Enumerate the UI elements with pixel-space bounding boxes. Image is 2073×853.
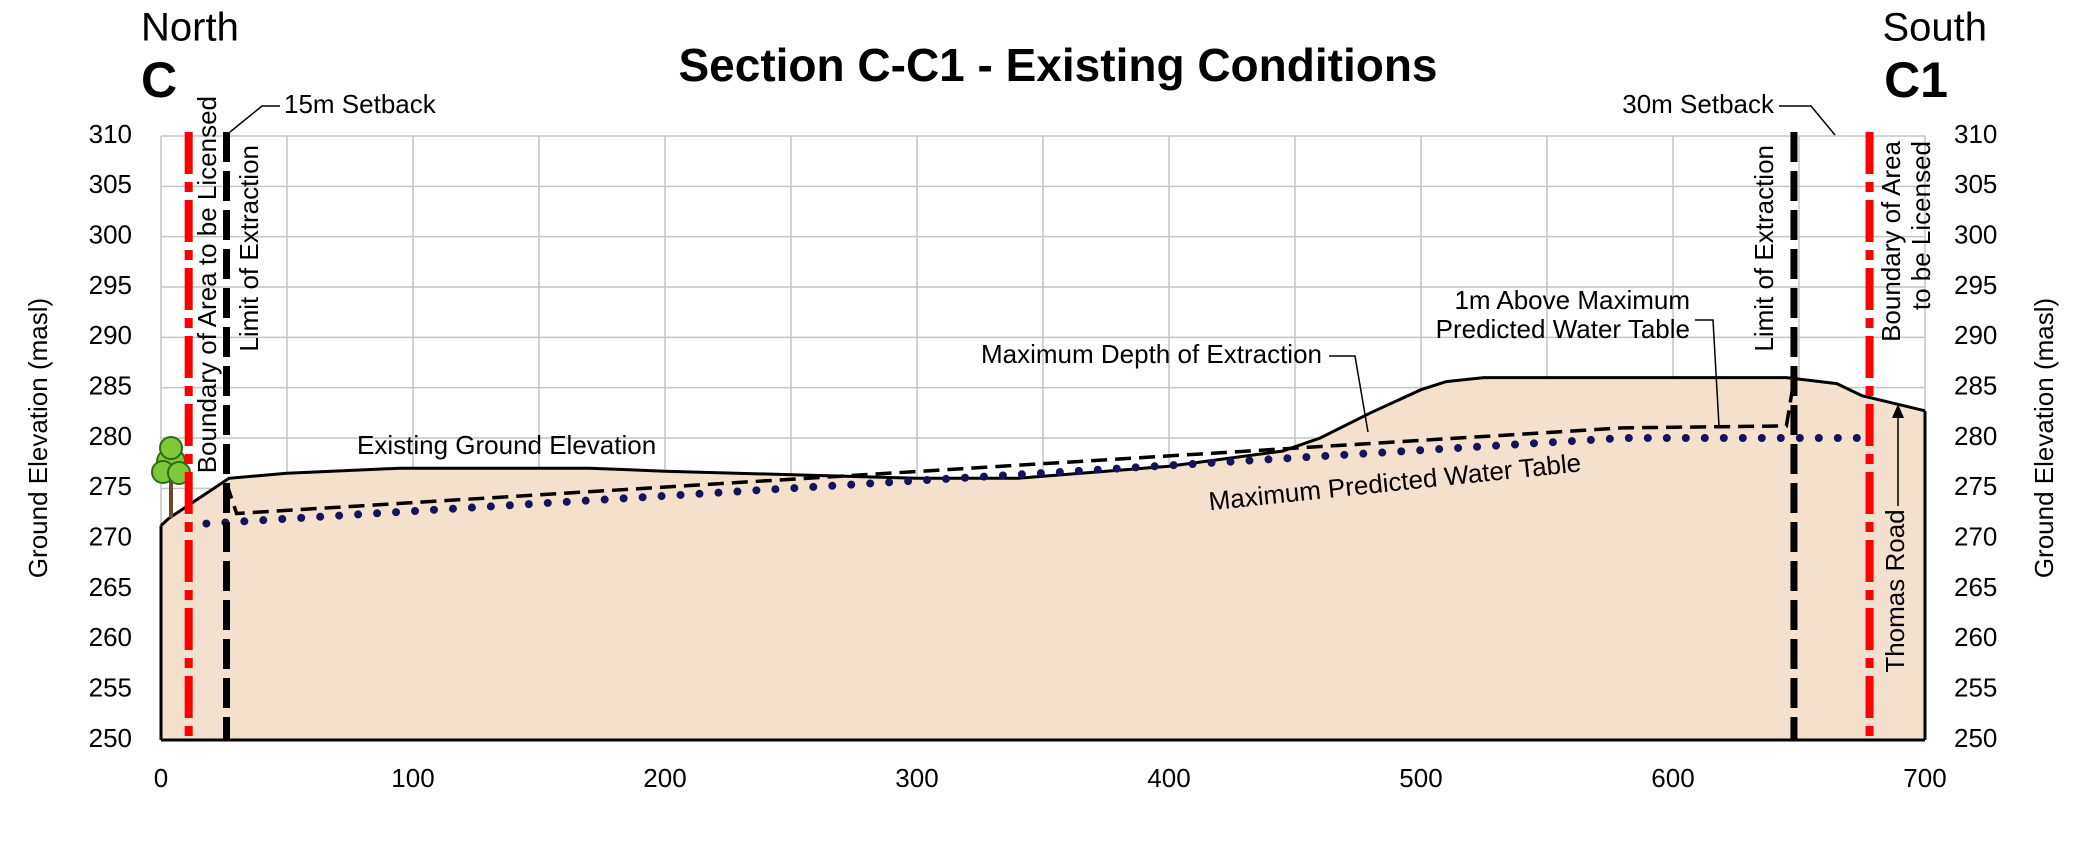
x-tick-label: 300 — [895, 763, 938, 793]
series-line — [224, 379, 1796, 516]
y2-tick-label: 300 — [1954, 220, 1997, 250]
series-line — [159, 376, 1926, 527]
arrow-head — [1892, 404, 1904, 418]
x-tick-label: 700 — [1903, 763, 1946, 793]
reference-label: Boundary of Area to be Licensed — [192, 96, 222, 473]
y-tick-label: 270 — [89, 522, 132, 552]
tree — [151, 436, 191, 518]
reference-label: Limit of Extraction — [1749, 145, 1779, 352]
y-tick-label: 275 — [89, 471, 132, 501]
ground-area — [161, 377, 1925, 740]
leader-line — [229, 105, 280, 133]
y-tick-label: 300 — [89, 220, 132, 250]
y2-tick-label: 270 — [1954, 522, 1997, 552]
chart-title: Section C-C1 - Existing Conditions — [678, 39, 1437, 91]
y2-tick-label: 250 — [1954, 723, 1997, 753]
x-tick-label: 100 — [391, 763, 434, 793]
annotation: 1m Above Maximum — [1454, 285, 1690, 315]
reference-label: Boundary of Area — [1876, 140, 1906, 341]
y2-tick-label: 260 — [1954, 622, 1997, 652]
tree-trunk — [169, 478, 173, 518]
tree-leaf — [159, 436, 183, 460]
annotation: Thomas Road — [1880, 509, 1910, 672]
y2-tick-label: 310 — [1954, 119, 1997, 149]
north-label: North — [141, 6, 239, 50]
y2-tick-label: 295 — [1954, 270, 1997, 300]
y2-tick-label: 280 — [1954, 421, 1997, 451]
leader-line — [1779, 105, 1836, 136]
y-tick-label: 280 — [89, 421, 132, 451]
y-tick-label: 310 — [89, 119, 132, 149]
leader-line — [1329, 355, 1369, 433]
y2-tick-label: 275 — [1954, 471, 1997, 501]
y2-tick-label: 255 — [1954, 673, 1997, 703]
y-tick-label: 250 — [89, 723, 132, 753]
annotation: Predicted Water Table — [1436, 314, 1690, 344]
section-letter: C — [141, 52, 177, 108]
y-tick-label: 295 — [89, 270, 132, 300]
y-tick-label: 305 — [89, 169, 132, 199]
x-tick-label: 500 — [1399, 763, 1442, 793]
y-tick-label: 255 — [89, 673, 132, 703]
annotation: 30m Setback — [1622, 89, 1775, 119]
south-label: South — [1882, 6, 1987, 50]
y-tick-label: 260 — [89, 622, 132, 652]
reference-label: to be Licensed — [1906, 141, 1936, 310]
annotation: 15m Setback — [284, 89, 437, 119]
y2-tick-label: 265 — [1954, 572, 1997, 602]
x-tick-label: 600 — [1651, 763, 1694, 793]
y2-tick-label: 285 — [1954, 371, 1997, 401]
y-tick-label: 285 — [89, 371, 132, 401]
series-label: Existing Ground Elevation — [357, 430, 656, 460]
section-letter: C1 — [1884, 52, 1948, 108]
y-tick-label: 265 — [89, 572, 132, 602]
reference-label: Limit of Extraction — [234, 145, 264, 352]
series-line — [202, 434, 1866, 528]
x-tick-label: 400 — [1147, 763, 1190, 793]
series-label: Maximum Depth of Extraction — [981, 339, 1322, 369]
x-tick-label: 200 — [643, 763, 686, 793]
leader-line — [1695, 319, 1720, 427]
y-tick-label: 290 — [89, 320, 132, 350]
y2-tick-label: 305 — [1954, 169, 1997, 199]
y2-tick-label: 290 — [1954, 320, 1997, 350]
y-axis-title: Ground Elevation (masl) — [23, 298, 53, 578]
x-tick-label: 0 — [154, 763, 168, 793]
y2-axis-title: Ground Elevation (masl) — [2029, 298, 2059, 578]
